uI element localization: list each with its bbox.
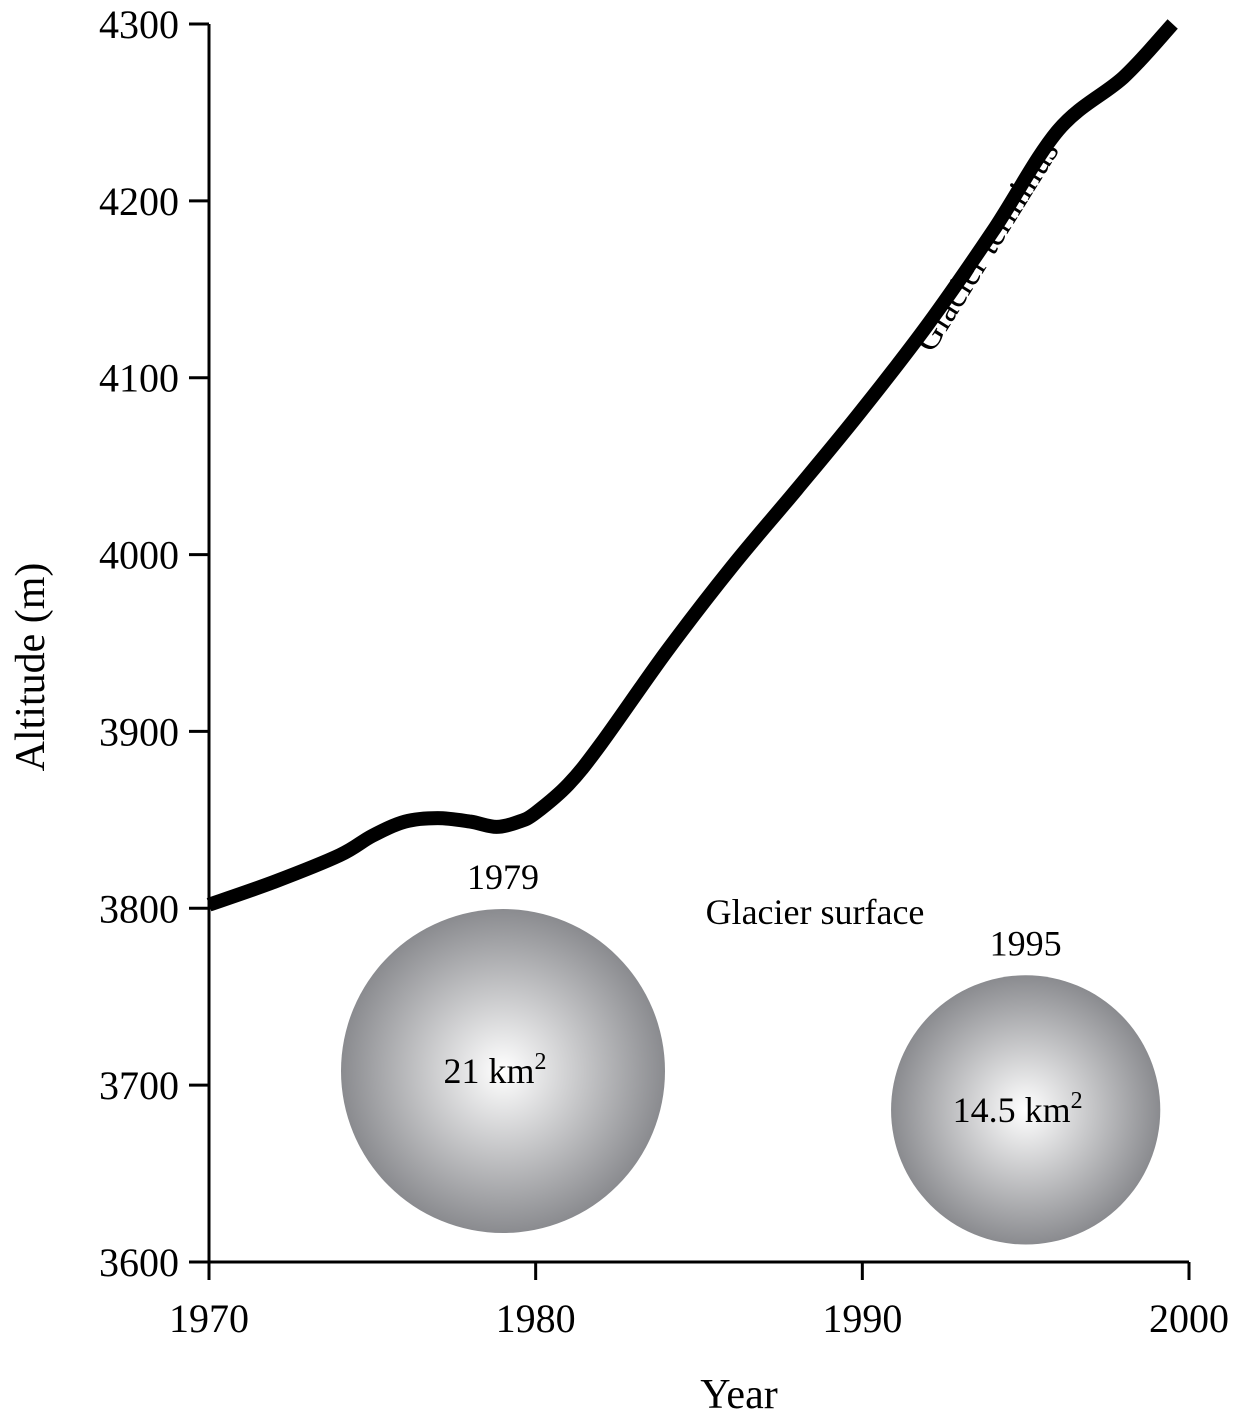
series-layer (206, 19, 1178, 912)
glacier-surface-label: Glacier surface (706, 892, 925, 932)
bubble-area-label: 14.5 km2 (953, 1088, 1083, 1130)
axes: 3600 3700 3800 3900 4000 4100 4200 4300 1970 1980… (8, 2, 1229, 1418)
x-tick-label: 2000 (1149, 1296, 1229, 1341)
y-axis-label: Altitude (m) (8, 563, 54, 772)
y-tick-label: 3800 (99, 886, 179, 931)
line-label-glacier-terminus: Glacier terminus (905, 133, 1067, 359)
y-tick-label: 4300 (99, 2, 179, 47)
series-line-glacier-terminus (206, 19, 1178, 912)
y-tick-label: 3700 (99, 1063, 179, 1108)
y-tick-label: 4000 (99, 533, 179, 578)
bubble-circle (341, 908, 665, 1233)
x-axis-label: Year (700, 1372, 777, 1418)
area-bubble-1979: 1979 21 km2 (341, 857, 665, 1233)
bubble-year-label: 1979 (467, 857, 539, 897)
y-tick-label: 3900 (99, 709, 179, 754)
y-tick-label: 4200 (99, 179, 179, 224)
bubble-area-label: 21 km2 (443, 1049, 546, 1091)
x-tick-label: 1980 (496, 1296, 576, 1341)
y-tick-label: 4100 (99, 356, 179, 401)
y-tick-label: 3600 (99, 1240, 179, 1285)
area-bubble-1995: 1995 14.5 km2 (891, 923, 1161, 1245)
x-tick-label: 1990 (822, 1296, 902, 1341)
x-tick-label: 1970 (169, 1296, 249, 1341)
bubble-year-label: 1995 (990, 923, 1062, 963)
area-bubbles: 1979 21 km2 1995 14.5 km2 (341, 857, 1161, 1245)
bubble-circle (891, 975, 1161, 1245)
